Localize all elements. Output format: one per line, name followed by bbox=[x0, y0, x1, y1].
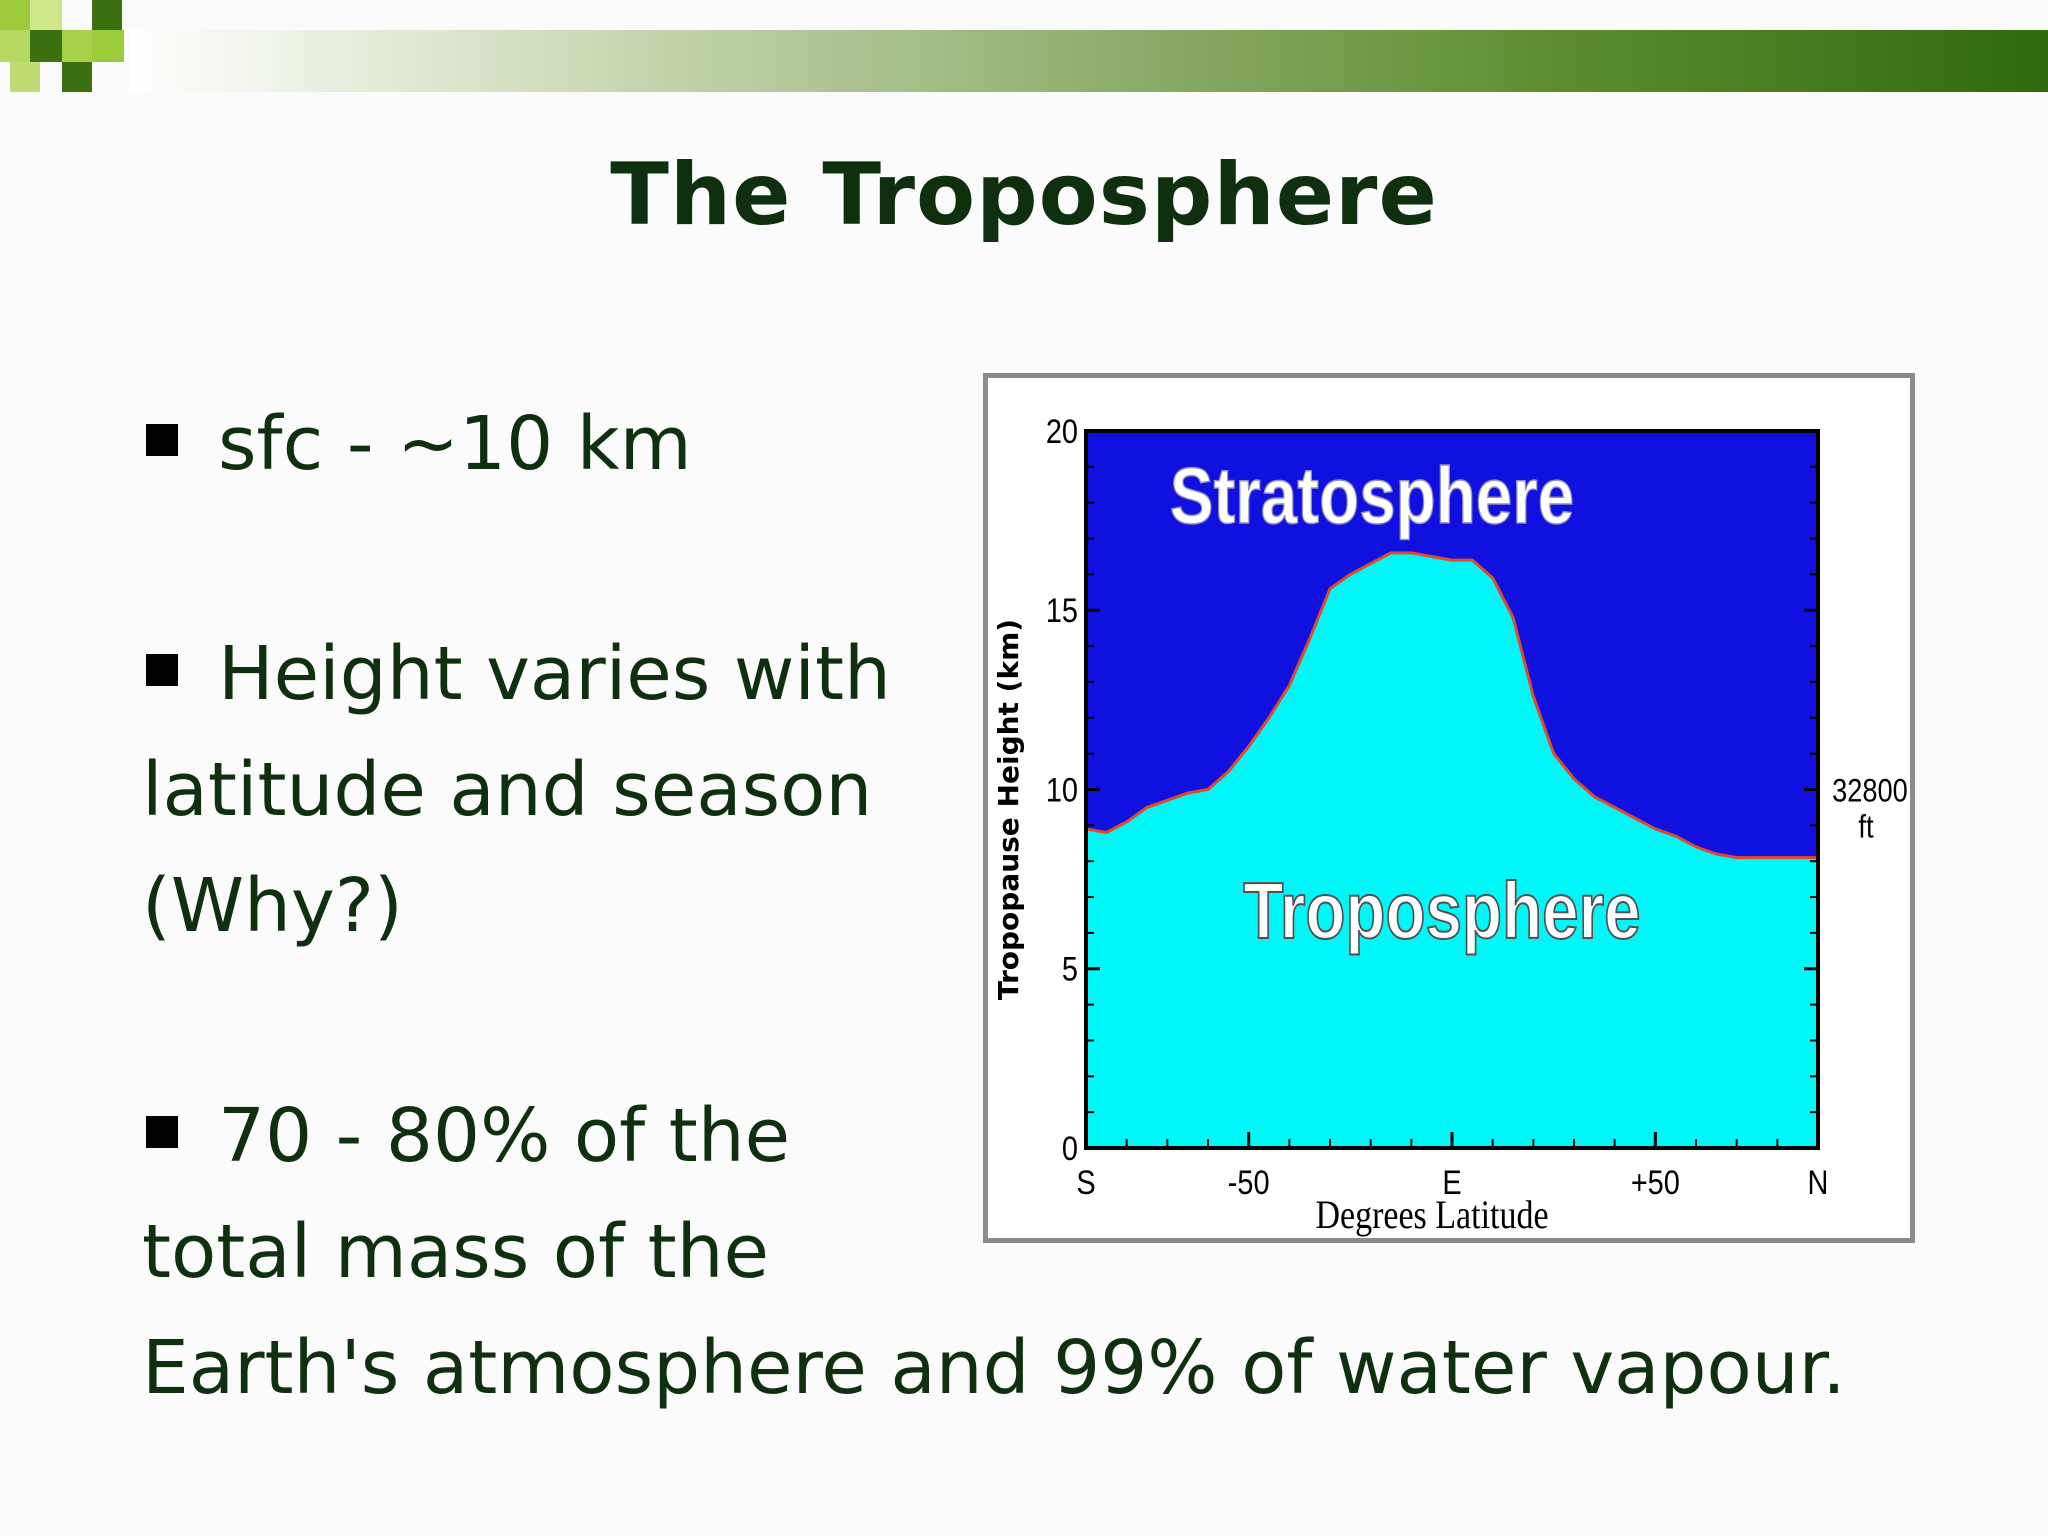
y-tick-label: 10 bbox=[1046, 770, 1078, 809]
bullet-2-line-1: Height varies with bbox=[218, 631, 891, 717]
x-axis-label: Degrees Latitude bbox=[1315, 1194, 1548, 1238]
bullet-1-line-1: sfc - ~10 km bbox=[218, 401, 692, 487]
logo-square-green-1 bbox=[0, 0, 30, 30]
logo-square-green-2 bbox=[62, 30, 92, 62]
logo-square-dark-1 bbox=[30, 30, 62, 62]
bullet-3-line-2: total mass of the bbox=[142, 1209, 770, 1295]
logo-square-dark-2 bbox=[92, 0, 122, 30]
logo-square-green-5 bbox=[0, 30, 30, 62]
y-axis-label: Tropopause Height (km) bbox=[992, 619, 1025, 1000]
stratosphere-label: Stratosphere bbox=[1170, 451, 1575, 541]
x-tick-label: N bbox=[1808, 1163, 1829, 1202]
bullet-marker-3 bbox=[146, 1116, 178, 1148]
tropopause-line bbox=[1085, 551, 1818, 860]
tropopause-chart-frame: 0 5 10 15 20 S -50 E +50 N Stratosphere Troposphe… bbox=[983, 373, 1915, 1243]
x-tick-label: +50 bbox=[1631, 1163, 1680, 1202]
logo-square-dark-3 bbox=[62, 62, 92, 92]
right-annotation-unit: ft bbox=[1858, 809, 1874, 845]
y-tick-label: 20 bbox=[1046, 412, 1078, 451]
slide-title: The Troposphere bbox=[610, 145, 1438, 245]
y-tick-label: 0 bbox=[1062, 1129, 1078, 1168]
logo-square-green-6 bbox=[30, 0, 62, 30]
bullet-3-line-1: 70 - 80% of the bbox=[218, 1093, 791, 1179]
bullet-3-line-3: Earth's atmosphere and 99% of water vapo… bbox=[142, 1325, 1846, 1411]
logo-square-green-4 bbox=[10, 62, 40, 92]
bullet-2-line-3: (Why?) bbox=[142, 863, 403, 949]
bullet-2-line-2: latitude and season bbox=[142, 747, 873, 833]
bullet-marker-2 bbox=[146, 654, 178, 686]
x-tick-label: S bbox=[1076, 1163, 1095, 1202]
tropopause-chart: 0 5 10 15 20 S -50 E +50 N Stratosphere Troposphe… bbox=[988, 378, 1910, 1238]
x-tick-label: -50 bbox=[1228, 1163, 1270, 1202]
y-tick-label: 15 bbox=[1046, 591, 1078, 630]
troposphere-region bbox=[1086, 552, 1818, 1148]
header-gradient-bar bbox=[130, 30, 2048, 92]
y-tick-label: 5 bbox=[1062, 950, 1078, 989]
axis-ticks: 0 5 10 15 20 S -50 E +50 N bbox=[1046, 412, 1829, 1202]
troposphere-label: Troposphere bbox=[1243, 866, 1640, 956]
x-tick-label: E bbox=[1442, 1163, 1461, 1202]
bullet-marker-1 bbox=[146, 424, 178, 456]
logo-square-green-3 bbox=[92, 30, 124, 62]
right-annotation-value: 32800 bbox=[1832, 773, 1908, 809]
